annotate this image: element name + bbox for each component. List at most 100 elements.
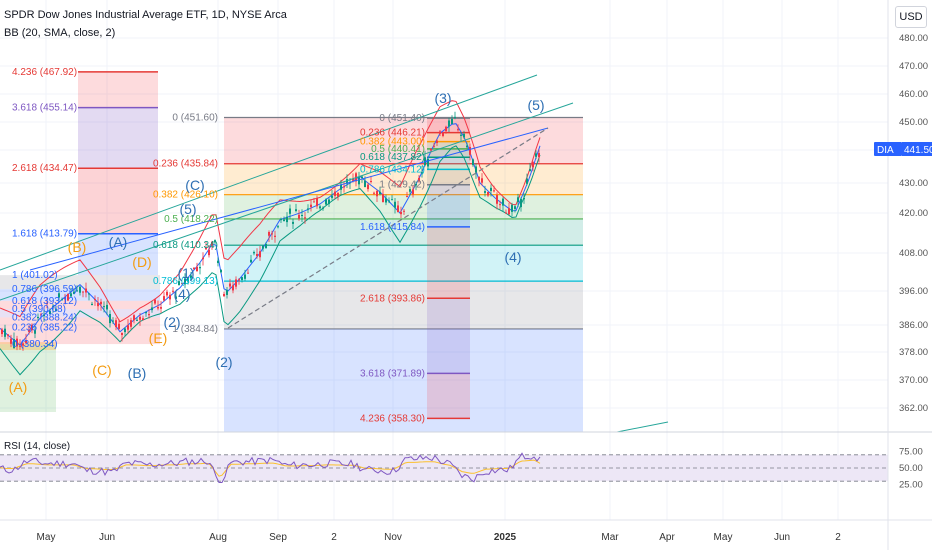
candle-body <box>529 169 531 171</box>
fib-zone <box>0 300 160 310</box>
price-tag-symbol: DIA <box>877 145 894 156</box>
price-tick-label: 386.00 <box>899 320 928 331</box>
price-axis[interactable]: 480.00470.00460.00450.00440.00430.00420.… <box>887 0 928 550</box>
candle-body <box>10 338 12 344</box>
candle-body <box>367 184 369 190</box>
candle-body <box>181 283 183 285</box>
fib-label: 0.382 (426.10) <box>153 190 218 201</box>
fib-label: 0 (451.60) <box>172 113 218 124</box>
candle-body <box>454 116 456 118</box>
fib-label: 0.618 (437.82) <box>360 152 425 163</box>
price-tick-label: 370.00 <box>899 375 928 386</box>
candle-body <box>142 318 144 321</box>
candle-body <box>538 153 540 158</box>
rsi-tick-label: 50.00 <box>899 463 923 474</box>
wave-labels: (3) (5) (4) (2) (1) (C) (A) (B) (5) (4) (2) (A) (C) (… <box>9 90 545 395</box>
candle-body <box>469 146 471 155</box>
candle-body <box>49 310 51 314</box>
fib-label: 0.618 (393.12) <box>12 296 77 307</box>
fib-label: 0.236 (385.22) <box>12 323 77 334</box>
candle-body <box>301 215 303 217</box>
fib-label: 1.618 (415.84) <box>360 222 425 233</box>
fib-label: 1.618 (413.79) <box>12 229 77 240</box>
candle-body <box>286 216 288 223</box>
candle-body <box>418 177 420 182</box>
candle-body <box>100 301 102 305</box>
wave-label-blue: (2) <box>215 354 232 370</box>
price-tick-label: 460.00 <box>899 89 928 100</box>
candle-body <box>4 328 6 337</box>
candle-body <box>472 159 474 166</box>
candle-body <box>259 251 261 258</box>
candle-body <box>433 145 435 147</box>
price-tick-label: 480.00 <box>899 33 928 44</box>
fib-label: 4.236 (358.30) <box>360 413 425 424</box>
candle-body <box>298 214 300 219</box>
candle-body <box>121 332 123 335</box>
wave-label-blue: (3) <box>434 90 451 106</box>
candle-body <box>220 269 222 273</box>
candle-body <box>340 184 342 190</box>
wave-label-blue: (A) <box>109 234 128 250</box>
price-tick-label: 378.00 <box>899 347 928 358</box>
wave-label-blue: (5) <box>179 201 196 217</box>
candle-body <box>280 219 282 221</box>
fib-zone <box>224 218 583 246</box>
candle-body <box>352 178 354 181</box>
fib-zone <box>0 342 56 351</box>
candle-body <box>373 192 375 194</box>
candle-body <box>79 286 81 293</box>
time-tick-label: 2 <box>835 532 841 543</box>
fib-zone <box>78 107 158 169</box>
candle-body <box>526 178 528 184</box>
price-tick-label: 408.00 <box>899 248 928 259</box>
candle-body <box>313 201 315 203</box>
candle-body <box>505 212 507 214</box>
wave-label-blue: (2) <box>163 314 180 330</box>
candle-body <box>148 314 150 316</box>
candle-body <box>451 118 453 124</box>
trend-line <box>227 127 549 329</box>
fib-zone <box>224 281 583 329</box>
candle-body <box>7 334 9 336</box>
wave-label-orange: (C) <box>92 362 111 378</box>
candle-body <box>223 293 225 297</box>
candle-body <box>187 277 189 282</box>
candle-body <box>52 305 54 307</box>
trend-line <box>29 127 549 271</box>
candle-body <box>118 323 120 329</box>
last-price-tag: DIA 441.50 <box>874 142 932 156</box>
fib-label: 0.786 (396.59) <box>12 284 77 295</box>
price-tick-label: 430.00 <box>899 178 928 189</box>
rsi-tick-label: 75.00 <box>899 447 923 458</box>
candle-body <box>277 226 279 228</box>
candle-body <box>199 267 201 269</box>
candle-body <box>304 217 306 219</box>
fib-label: 1 (384.84) <box>172 324 218 335</box>
fib-label: 0.382 (388.24) <box>12 312 77 323</box>
currency-button[interactable]: USD <box>895 6 927 28</box>
candle-body <box>361 176 363 178</box>
candle-body <box>400 211 402 215</box>
candle-body <box>217 260 219 264</box>
candle-body <box>64 298 66 300</box>
wave-label-orange: (A) <box>9 379 28 395</box>
fib-label: 0.5 (418.22) <box>164 214 218 225</box>
wave-label-blue: (5) <box>527 97 544 113</box>
rsi-tick-label: 25.00 <box>899 480 923 491</box>
candle-body <box>67 293 69 301</box>
trend-line <box>0 74 538 271</box>
candle-body <box>214 240 216 243</box>
candle-body <box>523 197 525 200</box>
wave-label-blue: (4) <box>504 249 521 265</box>
candle-body <box>166 291 168 296</box>
candle-body <box>490 187 492 191</box>
candle-body <box>406 196 408 198</box>
time-axis[interactable]: May Jun Aug Sep 2 Nov 2025 Mar Apr May Jun 2 <box>0 519 932 543</box>
candle-body <box>109 313 111 324</box>
candle-body <box>190 275 192 279</box>
candle-body <box>484 191 486 193</box>
fib-label: 0.786 (434.12) <box>360 164 425 175</box>
candle-body <box>499 204 501 206</box>
